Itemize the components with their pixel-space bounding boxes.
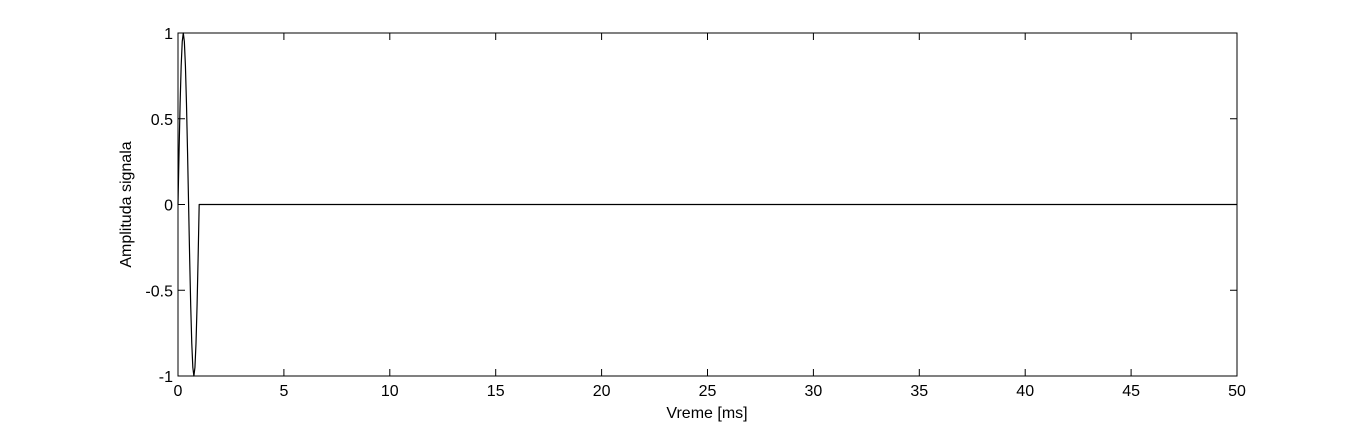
x-tick-label: 50 [1228,383,1246,400]
x-axis-label: Vreme [ms] [666,405,747,422]
x-tick-label: 0 [174,383,183,400]
series-layer [177,32,1237,377]
x-tick-label: 35 [910,383,928,400]
y-tick-label: -1 [159,369,173,386]
y-tick-label: 0.5 [151,112,173,129]
y-tick-label: 1 [164,26,173,43]
x-tick-label: 20 [593,383,611,400]
x-tick-label: 45 [1122,383,1140,400]
tick-labels-layer: 0 5 10 15 20 25 30 35 40 45 50 -1 -0.5 0 0.5 1 [145,26,1246,400]
x-tick-label: 25 [699,383,717,400]
y-axis-label: Amplituda signala [118,141,135,267]
x-tick-label: 5 [279,383,288,400]
x-tick-label: 15 [487,383,505,400]
series-line [177,32,1237,377]
x-tick-label: 30 [805,383,823,400]
y-tick-label: -0.5 [145,283,173,300]
y-tick-label: 0 [164,198,173,215]
plot-frame [177,32,1238,377]
x-tick-label: 10 [381,383,399,400]
x-tick-label: 40 [1016,383,1034,400]
